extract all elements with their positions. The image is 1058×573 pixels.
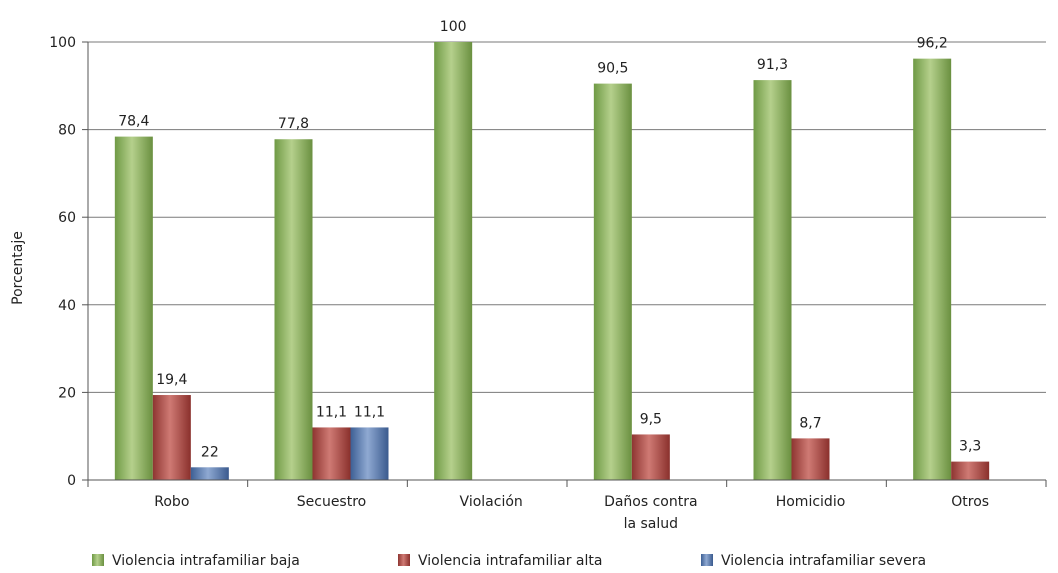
x-tick-label: Robo	[154, 494, 189, 510]
bar	[190, 467, 229, 480]
gridlines	[88, 41, 1046, 393]
data-label: 8,7	[799, 415, 821, 431]
y-axis: 0 20 40 60 80 100	[49, 35, 89, 489]
bar	[951, 461, 990, 480]
y-tick-label: 40	[58, 298, 76, 314]
x-tick-label: Otros	[951, 494, 989, 510]
legend-swatch	[701, 554, 713, 566]
legend-label: Violencia intrafamiliar alta	[418, 553, 602, 569]
bar	[791, 438, 830, 480]
bar	[434, 42, 473, 480]
data-label: 3,3	[959, 439, 981, 455]
legend: Violencia intrafamiliar baja Violencia in…	[92, 553, 926, 569]
x-tick-label: Homicidio	[776, 494, 846, 510]
data-label: 22	[201, 444, 219, 460]
legend-swatch	[92, 554, 104, 566]
data-label: 19,4	[156, 372, 187, 388]
y-tick-label: 100	[49, 35, 76, 51]
data-label: 77,8	[278, 116, 309, 132]
data-label: 11,1	[316, 404, 347, 420]
x-axis: Robo Secuestro Violación Daños contra la sal…	[87, 479, 1047, 532]
y-tick-label: 0	[67, 473, 76, 489]
x-tick-label: Secuestro	[297, 494, 366, 510]
x-tick-label: Daños contra la salud	[604, 494, 698, 532]
bar	[753, 80, 792, 480]
y-tick-label: 20	[58, 385, 76, 401]
data-label: 96,2	[917, 36, 948, 52]
bar	[312, 427, 351, 480]
data-label: 78,4	[118, 114, 149, 130]
y-axis-label: Porcentaje	[10, 231, 26, 305]
bar	[593, 83, 632, 481]
bar	[274, 139, 313, 480]
legend-label: Violencia intrafamiliar baja	[112, 553, 300, 569]
y-tick-label: 80	[58, 123, 76, 139]
data-labels: 78,4 19,4 22 77,8 11,1 11,1 100 90,5 9,5 91,3 8,7 9…	[118, 19, 981, 460]
data-label: 100	[440, 19, 467, 35]
bar	[913, 58, 952, 480]
bar	[114, 136, 153, 480]
bars	[114, 42, 990, 481]
bar	[350, 427, 389, 480]
legend-swatch	[398, 554, 410, 566]
bar	[152, 395, 191, 480]
bar	[631, 434, 670, 480]
y-tick-label: 60	[58, 210, 76, 226]
legend-label: Violencia intrafamiliar severa	[721, 553, 926, 569]
x-tick-label: Violación	[460, 494, 523, 510]
data-label: 90,5	[597, 61, 628, 77]
data-label: 9,5	[640, 411, 662, 427]
data-label: 11,1	[354, 404, 385, 420]
data-label: 91,3	[757, 57, 788, 73]
